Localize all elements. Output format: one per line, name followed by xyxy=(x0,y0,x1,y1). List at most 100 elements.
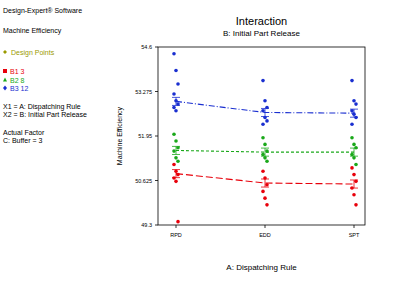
legend-marker xyxy=(3,78,7,82)
chart: Design-Expert® Software Machine Efficienc… xyxy=(0,0,397,298)
design-point xyxy=(176,159,180,163)
error-cap xyxy=(172,97,180,98)
error-bar xyxy=(172,97,180,105)
error-cap xyxy=(350,179,358,180)
error-cap xyxy=(261,156,269,157)
design-point xyxy=(172,163,176,167)
error-stem xyxy=(265,148,266,156)
design-point xyxy=(350,136,354,140)
x-tick xyxy=(354,225,355,228)
design-point xyxy=(176,82,180,86)
y-axis-label: Machine Efficiency xyxy=(116,106,124,165)
design-point xyxy=(172,149,176,153)
error-cap xyxy=(261,116,269,117)
error-cap xyxy=(172,105,180,106)
error-cap xyxy=(261,178,269,179)
error-cap xyxy=(172,177,180,178)
legend-title: Design Points xyxy=(11,49,55,57)
error-bar xyxy=(350,180,358,188)
error-stem xyxy=(354,180,355,188)
y-tick xyxy=(155,47,158,48)
design-point xyxy=(174,109,178,113)
software-label: Design-Expert® Software xyxy=(3,7,82,15)
design-point xyxy=(263,99,267,103)
design-point xyxy=(174,139,178,143)
design-point xyxy=(350,79,354,83)
error-stem xyxy=(265,179,266,187)
y-tick-label: 54.6 xyxy=(141,44,152,50)
x-tick-label: RPD xyxy=(170,232,182,238)
response-label: Machine Efficiency xyxy=(3,27,62,35)
design-point xyxy=(354,102,358,106)
subtitle: B: Initial Part Release xyxy=(223,29,300,38)
design-point xyxy=(172,106,176,110)
design-point xyxy=(350,153,354,157)
plot-area xyxy=(172,52,358,224)
design-point xyxy=(261,190,265,194)
error-cap xyxy=(350,117,358,118)
design-point xyxy=(354,203,358,207)
legend-label: B1 3 xyxy=(10,68,25,75)
y-tick-label: 49.3 xyxy=(141,222,152,228)
y-tick xyxy=(155,180,158,181)
error-cap xyxy=(172,169,180,170)
legend-marker xyxy=(3,69,7,73)
design-point xyxy=(263,196,267,200)
design-point xyxy=(172,92,176,96)
error-stem xyxy=(265,108,266,116)
design-point xyxy=(352,193,356,197)
design-point xyxy=(261,79,265,83)
design-point xyxy=(265,203,269,207)
x-tick xyxy=(176,225,177,228)
design-point xyxy=(263,156,267,160)
design-point xyxy=(261,153,265,157)
error-stem xyxy=(176,97,177,105)
error-stem xyxy=(176,170,177,178)
x-tick-label: SPT xyxy=(349,232,360,238)
factor-label: X2 = B: Initial Part Release xyxy=(3,111,87,118)
error-cap xyxy=(350,156,358,157)
legend-label: B2 8 xyxy=(10,77,25,84)
error-bar xyxy=(350,148,358,156)
y-tick xyxy=(155,136,158,137)
y-tick-label: 53.275 xyxy=(135,89,152,95)
design-point xyxy=(350,122,354,126)
error-bar xyxy=(172,170,180,178)
error-cap xyxy=(261,187,269,188)
error-cap xyxy=(172,154,180,155)
design-point xyxy=(352,156,356,160)
y-tick xyxy=(155,91,158,92)
design-point xyxy=(261,122,265,126)
design-point xyxy=(352,99,356,103)
error-cap xyxy=(172,146,180,147)
plot-frame xyxy=(158,47,365,225)
error-cap xyxy=(261,148,269,149)
error-bar xyxy=(261,108,269,116)
legend-marker xyxy=(3,50,7,54)
title: Interaction xyxy=(236,15,287,27)
design-point xyxy=(174,69,178,73)
x-axis-label: A: Dispatching Rule xyxy=(226,263,297,272)
error-cap xyxy=(350,109,358,110)
x-tick-label: EDD xyxy=(259,232,271,238)
design-point xyxy=(265,119,269,123)
design-point xyxy=(261,169,265,173)
y-tick xyxy=(155,225,158,226)
error-bar xyxy=(350,109,358,117)
design-point xyxy=(172,133,176,137)
design-point xyxy=(265,159,269,163)
design-point xyxy=(261,136,265,140)
error-cap xyxy=(350,148,358,149)
error-stem xyxy=(176,146,177,154)
design-point xyxy=(172,52,176,56)
factor-label: C: Buffer = 3 xyxy=(3,137,42,144)
error-stem xyxy=(354,109,355,117)
x-tick xyxy=(265,225,266,228)
y-tick-label: 50.625 xyxy=(135,178,152,184)
design-point xyxy=(176,220,180,224)
design-point xyxy=(354,163,358,167)
design-point xyxy=(352,173,356,177)
error-bar xyxy=(261,148,269,156)
design-point xyxy=(350,109,354,113)
error-bar xyxy=(172,146,180,154)
